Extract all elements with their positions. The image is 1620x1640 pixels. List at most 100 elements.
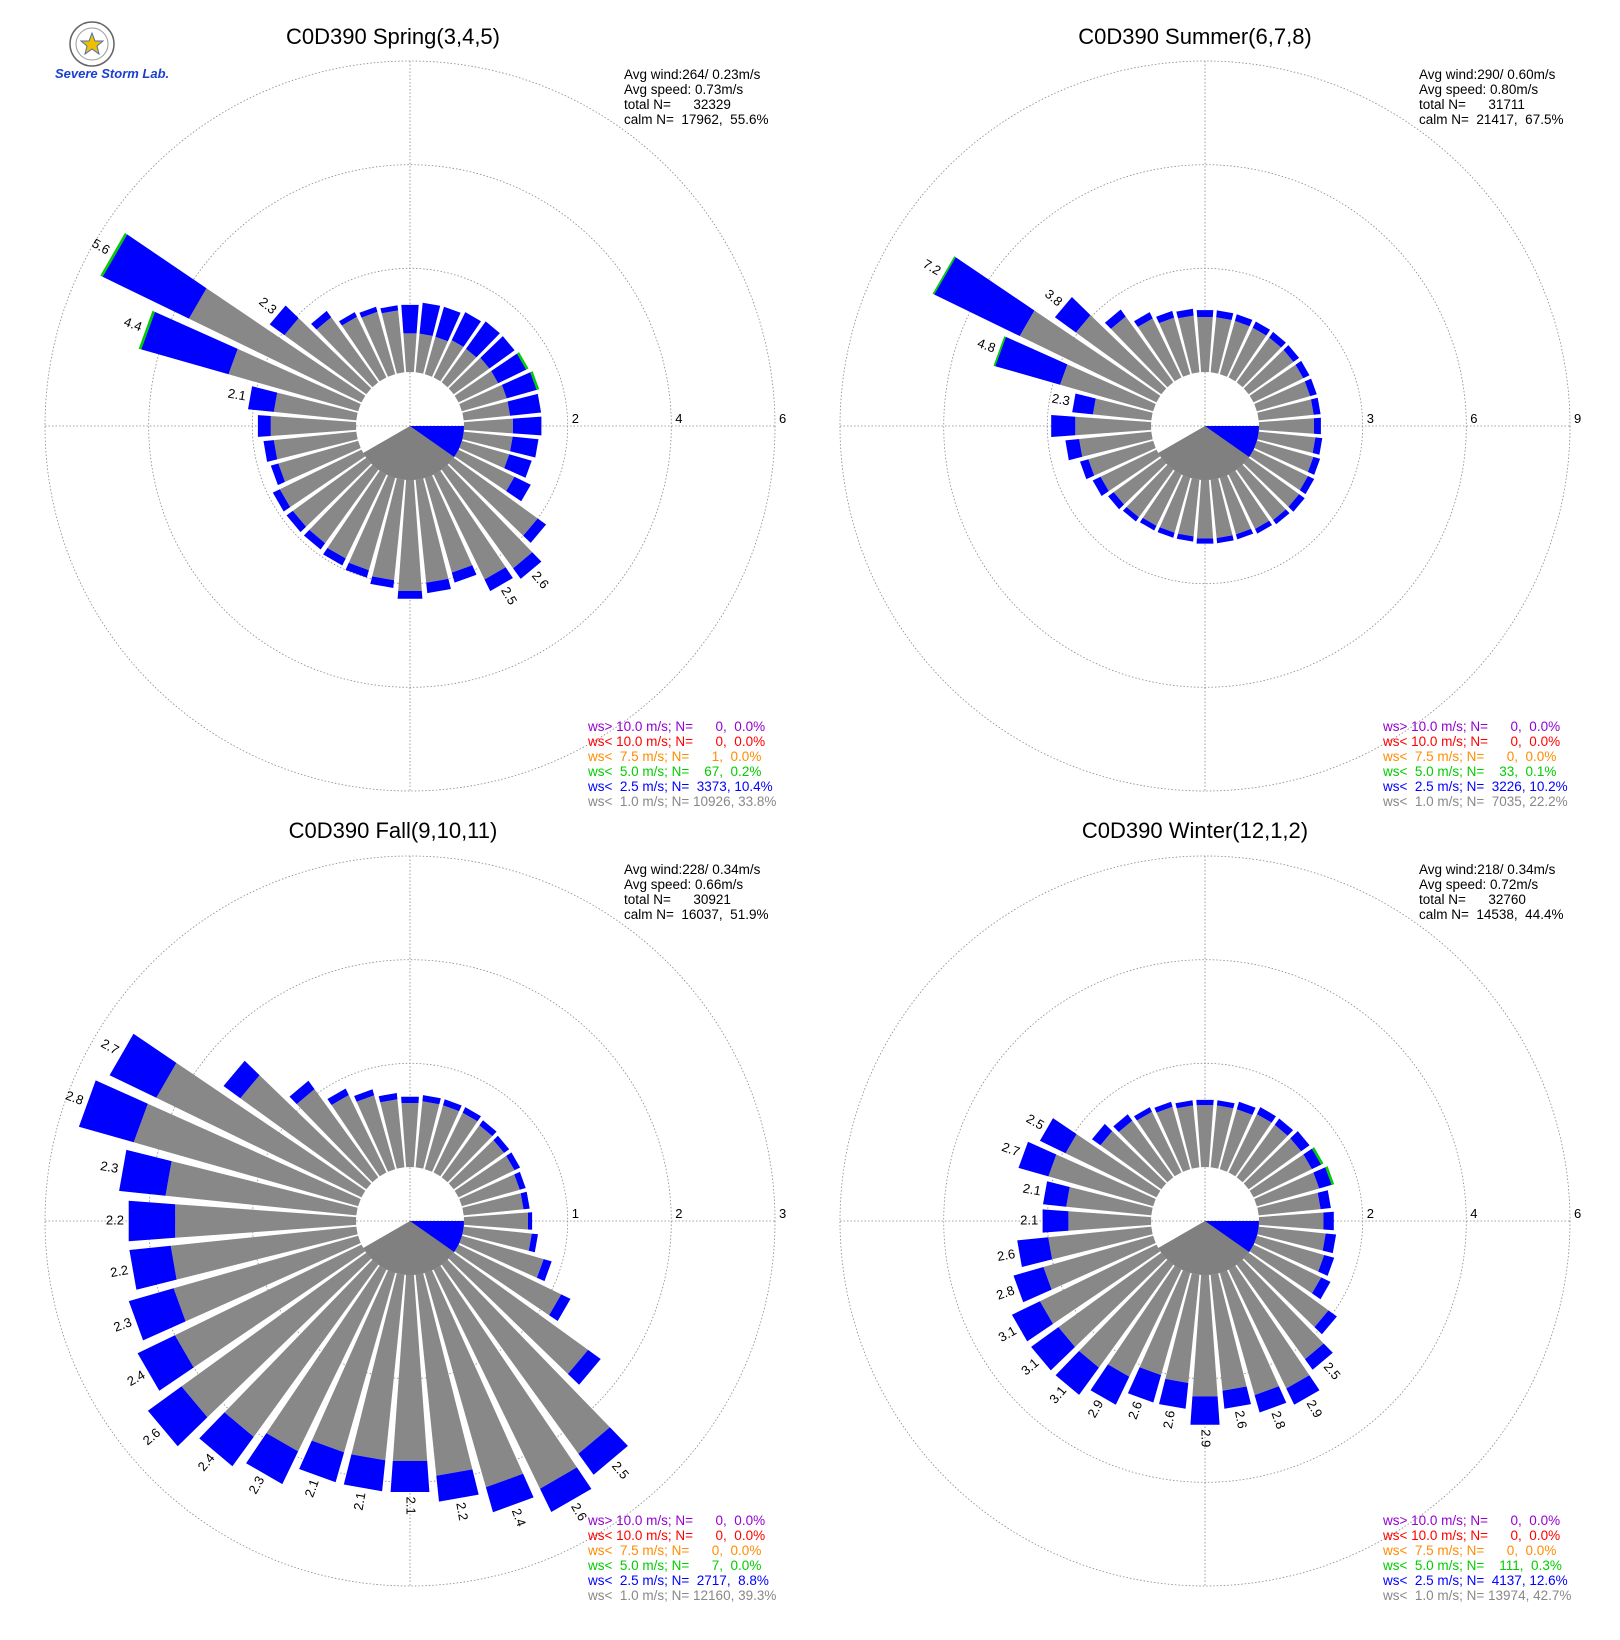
bar-segment-lt1 [1254, 440, 1314, 472]
bar-segment-lt1 [1039, 1244, 1161, 1324]
direction-bar [1228, 470, 1273, 534]
bar-segment-lt2_5 [1175, 1100, 1194, 1109]
direction-bar [454, 449, 531, 502]
bar-segment-lt1 [1100, 449, 1161, 492]
direction-bar [1257, 1190, 1331, 1216]
stat-line: calm N= 21417, 67.5% [1419, 112, 1563, 127]
bar-segment-lt2_5 [354, 1089, 375, 1102]
bar-segment-lt2_5 [523, 518, 547, 543]
windrose-panel: 2 4 6 2.6 2.5 2.1 4.4 5.6 2.3 C0D390 Spring(3,4,5… [44, 24, 786, 809]
direction-bar [415, 302, 441, 374]
direction-bar [1219, 314, 1253, 377]
bar-segment-lt2_5 [345, 562, 369, 578]
bar-segment-lt2_5 [1190, 1396, 1220, 1425]
bar-segment-lt1 [1257, 399, 1314, 421]
direction-bar [454, 1244, 571, 1321]
direction-bar [1196, 310, 1214, 373]
bar-segment-lt2_5 [1113, 1114, 1133, 1132]
legend-entry: ws< 1.0 m/s; N= 7035, 22.2% [1382, 794, 1568, 809]
direction-bar [323, 470, 387, 566]
bar-segment-lt1 [1228, 327, 1267, 382]
bar-segment-lt2_5 [1222, 1386, 1251, 1409]
bar-value-label: 2.6 [996, 1246, 1016, 1264]
direction-bar [1254, 1166, 1335, 1207]
legend-entry: ws> 10.0 m/s; N= 0, 0.0% [587, 719, 765, 734]
bar-segment-lt2_5 [128, 1200, 176, 1242]
bar-segment-lt1 [1258, 418, 1314, 434]
direction-bar [441, 1120, 497, 1183]
bar-segment-lt1 [1100, 1131, 1167, 1190]
bar-segment-lt5 [517, 352, 529, 370]
bar-segment-lt2_5 [289, 1080, 315, 1105]
bar-segment-lt1 [1197, 317, 1213, 373]
bar-segment-lt1 [1176, 1105, 1200, 1169]
bar-value-label: 2.8 [1268, 1409, 1288, 1431]
bar-segment-lt1 [165, 1161, 358, 1216]
bar-segment-lt2_5 [1055, 1351, 1099, 1395]
bar-segment-lt2_5 [1090, 1364, 1130, 1405]
direction-bar: 3.1 [1046, 1259, 1174, 1406]
bar-segment-lt2_5 [128, 1288, 186, 1341]
bar-segment-lt2_5 [1139, 517, 1157, 531]
radial-tick-label: 6 [779, 411, 786, 426]
bar-segment-lt2_5 [1235, 528, 1254, 540]
bar-segment-lt2_5 [514, 1171, 526, 1190]
bar-segment-lt1 [228, 348, 361, 412]
legend-entry: ws< 7.5 m/s; N= 1, 0.0% [587, 749, 761, 764]
bar-segment-lt1 [1243, 349, 1294, 395]
bar-segment-lt2_5 [1104, 309, 1126, 329]
bar-segment-lt2_5 [480, 336, 515, 369]
bar-segment-lt2_5 [299, 1440, 345, 1483]
bar-value-label: 2.3 [112, 1314, 134, 1334]
bar-segment-lt1 [463, 418, 513, 434]
bar-segment-lt2_5 [1303, 1148, 1322, 1170]
stat-line: total N= 32329 [624, 97, 731, 112]
windrose-panel: 2 4 62.52.92.82.62.92.62.62.93.13.13.12.82… [839, 818, 1581, 1603]
bar-segment-lt1 [1249, 364, 1304, 403]
direction-bar: 2.2 [106, 1200, 357, 1242]
stat-line: Avg wind:228/ 0.34m/s [624, 862, 761, 877]
bar-segment-lt2_5 [578, 1427, 628, 1475]
bar-segment-lt5 [138, 310, 155, 350]
lab-logo: Severe Storm Lab. [55, 21, 169, 81]
bar-segment-lt2_5 [443, 1099, 462, 1112]
mean-wind-sector [1205, 1221, 1259, 1252]
windrose-panel: 3 6 9 2.3 4.8 7.2 3.8 C0D390 Summer(6,7,8) Avg w… [839, 24, 1581, 809]
bar-segment-lt2_5 [419, 302, 441, 336]
bar-segment-lt2_5 [1255, 520, 1273, 534]
bar-segment-lt1 [292, 457, 372, 527]
direction-bar [1249, 1147, 1324, 1198]
legend-entry: ws< 7.5 m/s; N= 0, 0.0% [1382, 1543, 1556, 1558]
bar-segment-lt1 [1136, 1111, 1182, 1177]
legend-entry: ws< 10.0 m/s; N= 0, 0.0% [1382, 1528, 1560, 1543]
bar-value-label: 2.1 [1022, 1180, 1042, 1198]
direction-bar [433, 1107, 481, 1177]
bar-segment-lt2_5 [506, 476, 531, 502]
bar-segment-lt1 [1058, 1252, 1167, 1347]
direction-bar [424, 475, 477, 583]
bar-segment-lt1 [459, 440, 510, 469]
direction-bar [415, 1095, 441, 1169]
direction-bar: 2.2 [415, 1273, 479, 1522]
bar-segment-lt1 [1156, 1106, 1191, 1172]
bar-segment-lt2_5 [1157, 527, 1175, 538]
bar-segment-lt1 [1254, 1172, 1320, 1207]
direction-bar: 2.8 [64, 1080, 361, 1207]
direction-bar: 2.9 [1084, 1265, 1182, 1420]
legend-entry: ws< 2.5 m/s; N= 3226, 10.2% [1382, 779, 1568, 794]
legend-entry: ws< 10.0 m/s; N= 0, 0.0% [1382, 734, 1560, 749]
direction-bar: 3.1 [1018, 1252, 1167, 1378]
bar-segment-lt1 [424, 475, 473, 573]
bar-segment-lt2_5 [1314, 1310, 1337, 1335]
bar-segment-lt1 [1110, 316, 1174, 388]
bar-segment-lt1 [224, 1259, 379, 1437]
bar-segment-lt1 [433, 340, 464, 382]
radial-tick-label: 3 [1367, 411, 1374, 426]
bar-segment-lt1 [1249, 1244, 1322, 1294]
direction-bar [463, 416, 542, 436]
bar-segment-lt2_5 [1196, 538, 1214, 544]
bar-value-label: 3.1 [1018, 1355, 1041, 1378]
radial-tick-label: 4 [1470, 1206, 1477, 1221]
direction-bar [1196, 1099, 1214, 1168]
bar-segment-lt1 [327, 470, 387, 559]
